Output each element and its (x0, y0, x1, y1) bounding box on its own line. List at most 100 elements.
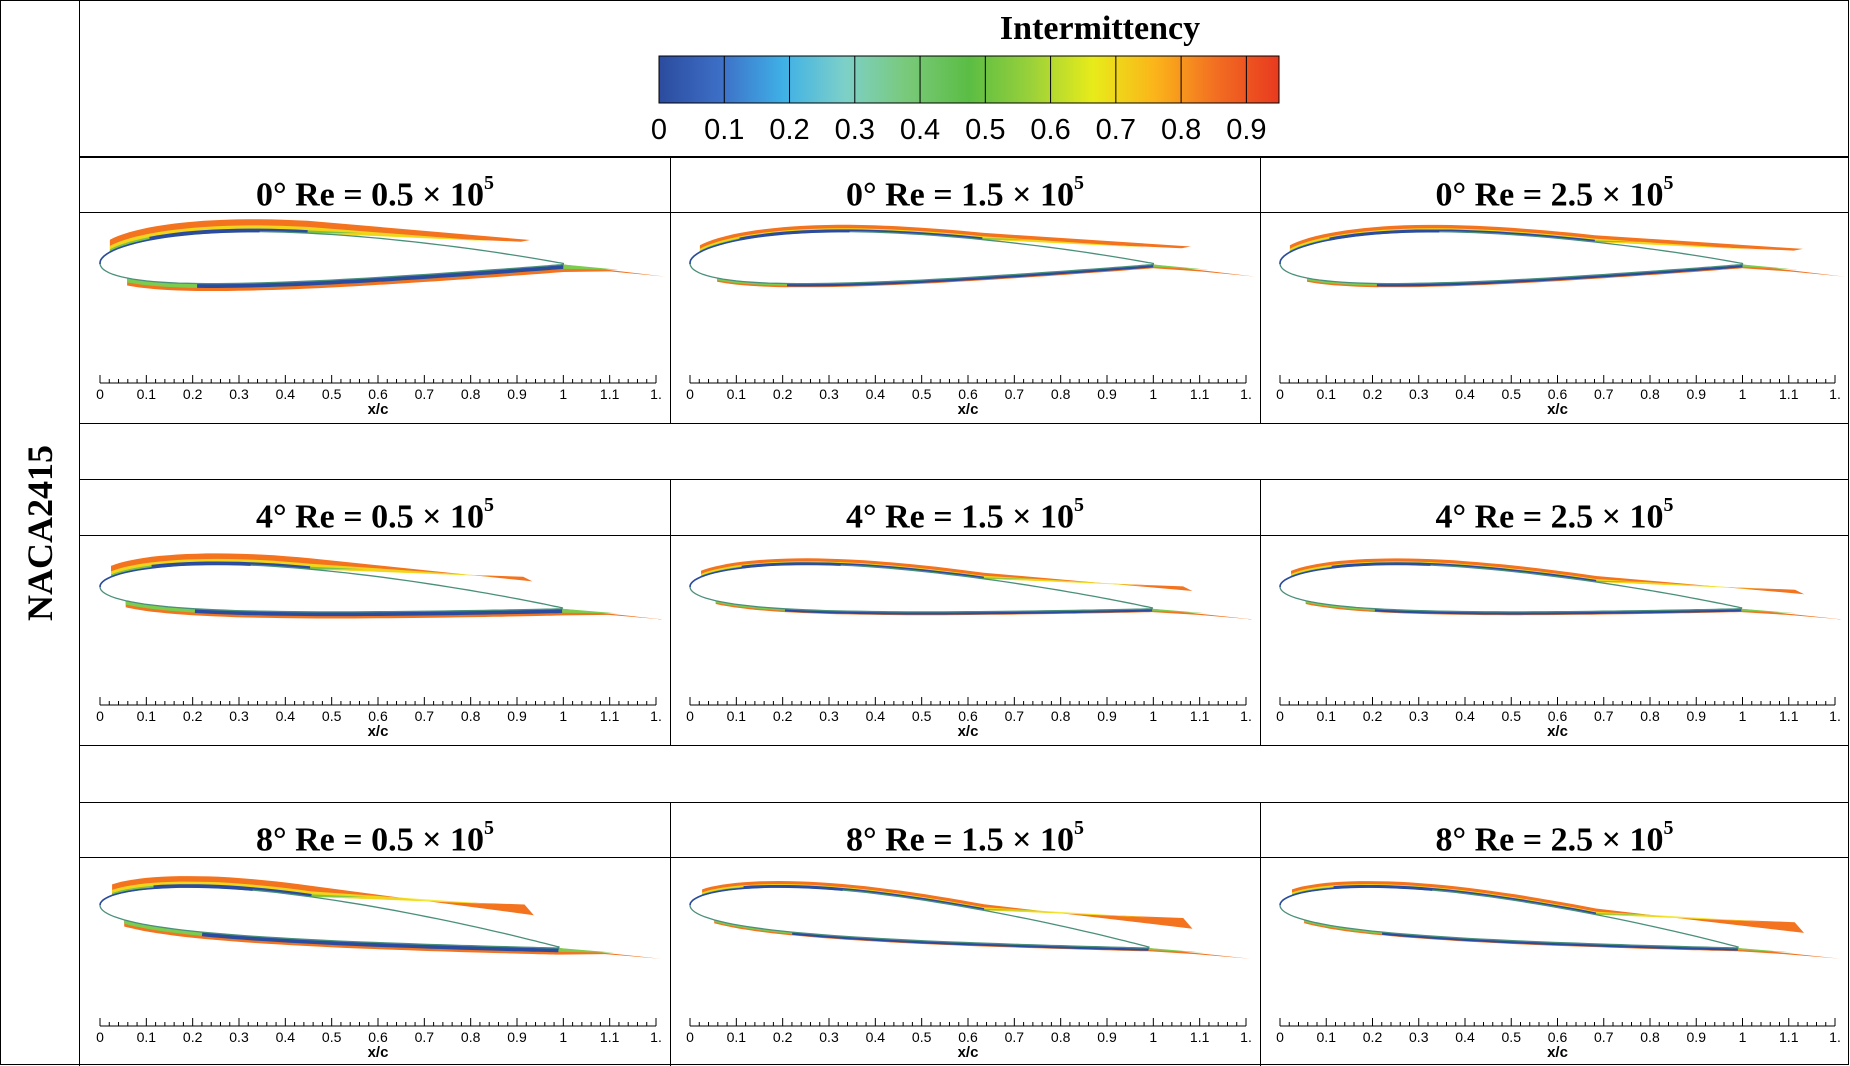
x-tick-label: 0.4 (276, 1029, 296, 1045)
lower-bl-outer (1307, 264, 1845, 288)
x-tick-label: 0.6 (1548, 708, 1568, 724)
x-tick-label: 0.5 (912, 1029, 932, 1045)
shear-layer-mid (1289, 228, 1766, 253)
reynolds-exponent: 5 (484, 817, 494, 839)
x-tick-label: 0.4 (1455, 386, 1475, 402)
grid-line (80, 802, 1849, 803)
x-tick-label: 0 (686, 1029, 694, 1045)
x-tick-label: 1. (650, 1029, 662, 1045)
angle-of-attack: 0° (845, 176, 877, 214)
x-tick-label: 0.8 (1640, 1029, 1660, 1045)
x-tick-label: 0.2 (1363, 708, 1383, 724)
angle-of-attack: 8° (1435, 821, 1467, 859)
x-tick-label: 0.8 (1640, 386, 1660, 402)
intermittency-contour-plot: 0 0.1 0.2 0.3 0.4 0.5 0.6 0.7 0.8 0.9 1 1.1 1. x/c (1276, 224, 1845, 418)
intermittency-contour-plot: 0 0.1 0.2 0.3 0.4 0.5 0.6 0.7 0.8 0.9 1 1.1 1. x/c (1276, 558, 1843, 740)
x-tick-label: 0 (1276, 708, 1284, 724)
side-label-cell: NACA2415 (0, 0, 80, 1066)
reynolds-number: Re = 1.5 × 10 (876, 498, 1074, 536)
laminar-region-upper (1333, 884, 1597, 915)
leading-edge-surface (99, 886, 253, 906)
x-tick-label: 0.1 (137, 386, 157, 402)
x-tick-label: 0.9 (1687, 708, 1707, 724)
colorbar-gradient (658, 55, 1280, 104)
panel-title: 0° Re = 2.5 × 105 (1260, 157, 1849, 214)
x-tick-label: 0.1 (137, 1029, 157, 1045)
x-tick-label: 0 (96, 1029, 104, 1045)
laminar-region-lower (1376, 264, 1743, 287)
x-tick-label: 1.1 (600, 708, 620, 724)
x-axis-label: x/c (1547, 401, 1568, 418)
reynolds-number: Re = 0.5 × 10 (286, 498, 484, 536)
angle-of-attack: 4° (1435, 498, 1467, 536)
x-tick-label: 0.6 (958, 386, 978, 402)
reynolds-number: Re = 1.5 × 10 (876, 176, 1074, 214)
colorbar: 0 0.1 0.2 0.3 0.4 0.5 0.6 0.7 0.8 0.9 (651, 55, 1280, 146)
x-tick-label: 0.4 (276, 386, 296, 402)
colorbar-tick-label: 0.4 (900, 114, 940, 146)
x-tick-label: 0.5 (322, 1029, 342, 1045)
x-tick-label: 0.5 (912, 386, 932, 402)
intermittency-contour-plot: 0 0.1 0.2 0.3 0.4 0.5 0.6 0.7 0.8 0.9 1 1.1 1. x/c (686, 224, 1256, 418)
airfoil-outline (99, 886, 560, 949)
x-tick-label: 0.9 (1097, 1029, 1117, 1045)
x-tick-label: 0.4 (1455, 1029, 1475, 1045)
x-tick-label: 0.5 (1502, 708, 1522, 724)
airfoil-outline (689, 230, 1155, 285)
x-tick-label: 0.2 (183, 386, 203, 402)
x-tick-label: 0.9 (507, 386, 527, 402)
x-axis-label: x/c (368, 723, 389, 740)
grid-line (80, 157, 1849, 158)
laminar-region-upper (151, 561, 311, 571)
colorbar-tick-label: 0.1 (704, 114, 744, 146)
x-tick-label: 0.1 (1317, 386, 1337, 402)
x-tick-label: 1. (1829, 708, 1841, 724)
reynolds-number: Re = 2.5 × 10 (1466, 176, 1664, 214)
reynolds-number: Re = 0.5 × 10 (286, 821, 484, 859)
colorbar-tick-label: 0.8 (1161, 114, 1201, 146)
x-tick-label: 0.5 (1502, 386, 1522, 402)
x-tick-label: 1 (1739, 1029, 1747, 1045)
x-tick-label: 0.1 (727, 386, 747, 402)
laminar-region-lower (197, 262, 564, 288)
x-tick-label: 0.4 (866, 708, 886, 724)
x-tick-label: 1 (1739, 386, 1747, 402)
x-tick-label: 0.5 (322, 708, 342, 724)
x-tick-label: 0 (96, 386, 104, 402)
x-axis-label: x/c (958, 401, 979, 418)
lower-bl-mid (714, 919, 1205, 953)
x-tick-label: 0.3 (819, 1029, 839, 1045)
reynolds-exponent: 5 (484, 172, 494, 194)
colorbar-tick-label: 0.6 (1030, 114, 1070, 146)
colorbar-tick-label: 0.7 (1096, 114, 1136, 146)
x-tick-label: 0.1 (727, 708, 747, 724)
x-tick-label: 0.7 (1594, 708, 1614, 724)
x-tick-label: 0.2 (1363, 1029, 1383, 1045)
x-tick-label: 1. (1829, 1029, 1841, 1045)
x-tick-label: 0.8 (1051, 386, 1071, 402)
x-tick-label: 1. (650, 386, 662, 402)
x-tick-label: 0.7 (415, 1029, 435, 1045)
x-tick-label: 0.2 (773, 386, 793, 402)
x-tick-label: 0.7 (1005, 386, 1025, 402)
x-tick-label: 0.3 (819, 386, 839, 402)
x-tick-label: 1.1 (600, 1029, 620, 1045)
x-tick-label: 1 (559, 1029, 567, 1045)
x-tick-label: 0.7 (1594, 386, 1614, 402)
colorbar-tick-label: 0.9 (1226, 114, 1266, 146)
intermittency-contour-plot: 0 0.1 0.2 0.3 0.4 0.5 0.6 0.7 0.8 0.9 1 1.1 1. x/c (96, 553, 664, 740)
airfoil-outline (99, 563, 564, 613)
grid-divider (670, 802, 671, 1066)
x-tick-label: 1.1 (1190, 708, 1210, 724)
x-tick-label: 0.9 (1097, 386, 1117, 402)
x-tick-label: 0.9 (1097, 708, 1117, 724)
intermittency-contour-plot: 0 0.1 0.2 0.3 0.4 0.5 0.6 0.7 0.8 0.9 1 1.1 1. x/c (686, 558, 1254, 740)
x-tick-label: 0.8 (1640, 708, 1660, 724)
x-tick-label: 0.3 (229, 386, 249, 402)
x-axis-label: x/c (958, 723, 979, 740)
x-tick-label: 0.3 (819, 708, 839, 724)
reynolds-exponent: 5 (1663, 172, 1674, 194)
x-tick-label: 1.1 (1779, 386, 1799, 402)
laminar-region-upper (1329, 229, 1595, 243)
panel-title: 8° Re = 2.5 × 105 (1260, 802, 1849, 859)
